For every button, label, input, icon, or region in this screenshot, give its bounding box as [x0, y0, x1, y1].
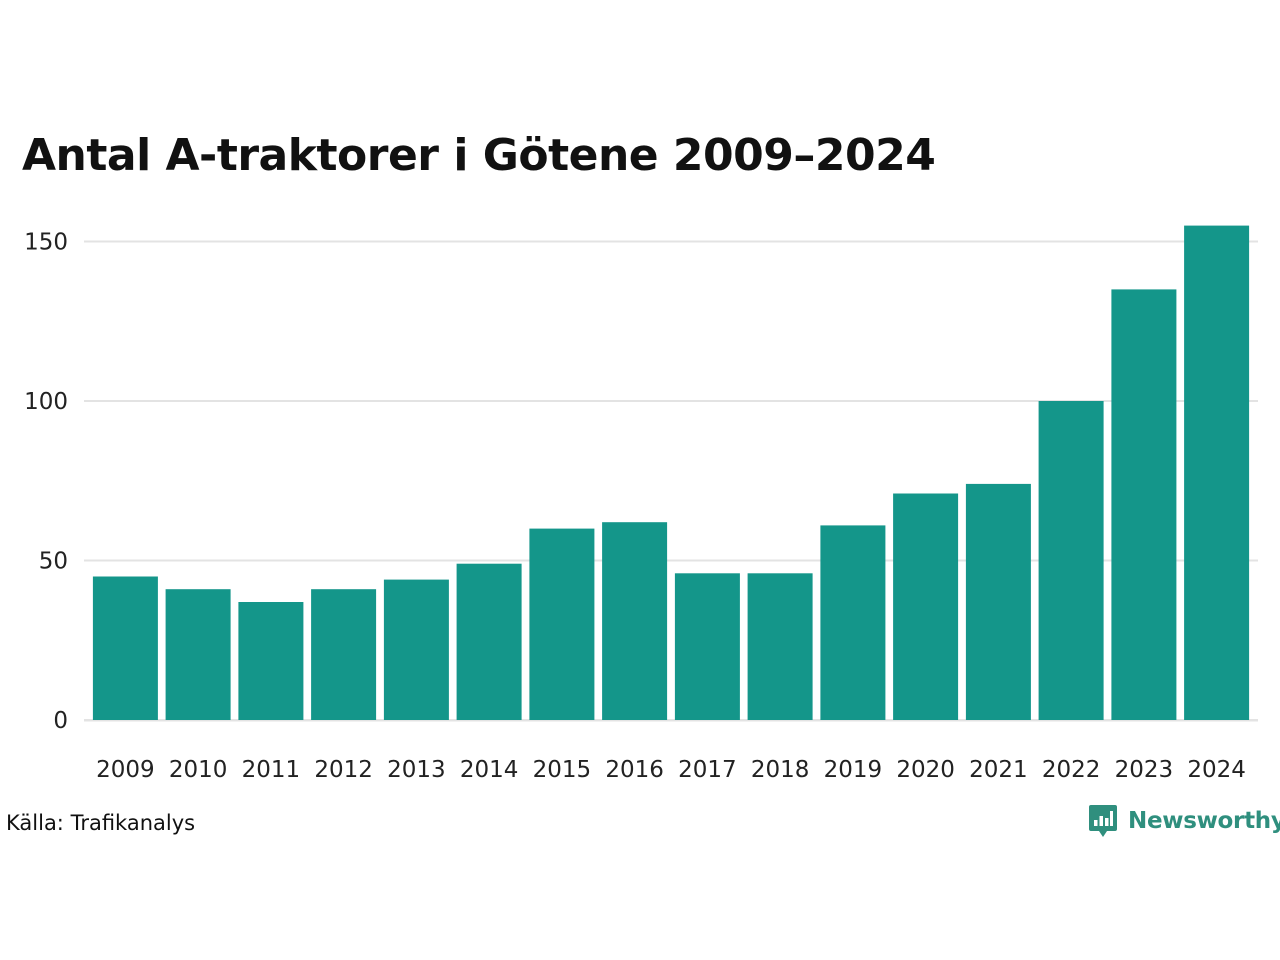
bar-2024 [1184, 225, 1250, 720]
x-tick-label: 2020 [896, 757, 955, 783]
bar-2012 [311, 589, 377, 720]
bar-2023 [1111, 289, 1177, 720]
newsworthy-logo-icon [1089, 805, 1117, 837]
x-tick-label: 2009 [96, 757, 155, 783]
source-value: Trafikanalys [70, 811, 196, 835]
bar-2020 [893, 493, 959, 720]
source-label: Källa: [6, 811, 64, 835]
bar-2018 [747, 573, 813, 720]
y-tick-label: 150 [24, 230, 68, 256]
x-tick-label: 2023 [1115, 757, 1174, 783]
x-tick-label: 2013 [387, 757, 446, 783]
bar-2017 [674, 573, 740, 720]
bar-2011 [238, 602, 304, 720]
x-tick-label: 2015 [533, 757, 592, 783]
bar-2013 [383, 579, 449, 720]
x-tick-label: 2017 [678, 757, 737, 783]
x-tick-label: 2018 [751, 757, 810, 783]
x-tick-label: 2010 [169, 757, 228, 783]
bar-2022 [1038, 401, 1104, 720]
bar-2015 [529, 528, 595, 720]
bar-2014 [456, 563, 522, 720]
bar-2009 [92, 576, 158, 720]
brand-name: Newsworthy [1128, 808, 1280, 834]
x-tick-label: 2024 [1187, 757, 1246, 783]
x-tick-label: 2016 [605, 757, 664, 783]
x-tick-label: 2021 [969, 757, 1028, 783]
x-axis-ticks: 2009 2010 2011 2012 2013 2014 2015 2016 2017 2018… [96, 757, 1246, 783]
x-tick-label: 2014 [460, 757, 519, 783]
bar-2021 [965, 483, 1031, 720]
bar-2019 [820, 525, 886, 720]
bar-2016 [602, 522, 668, 720]
y-tick-label: 0 [53, 708, 68, 734]
y-tick-label: 50 [39, 549, 68, 575]
x-tick-label: 2022 [1042, 757, 1101, 783]
x-tick-label: 2012 [314, 757, 373, 783]
x-tick-label: 2019 [824, 757, 883, 783]
y-axis-ticks: 0 50 100 150 [24, 230, 68, 735]
brand-mark: Newsworthy [1088, 803, 1280, 839]
bars [92, 225, 1250, 720]
x-tick-label: 2011 [242, 757, 301, 783]
y-tick-label: 100 [24, 389, 68, 415]
source-note: Källa: Trafikanalys [6, 811, 195, 835]
bar-2010 [165, 589, 231, 720]
chart-title: Antal A-traktorer i Götene 2009–2024 [22, 130, 936, 181]
